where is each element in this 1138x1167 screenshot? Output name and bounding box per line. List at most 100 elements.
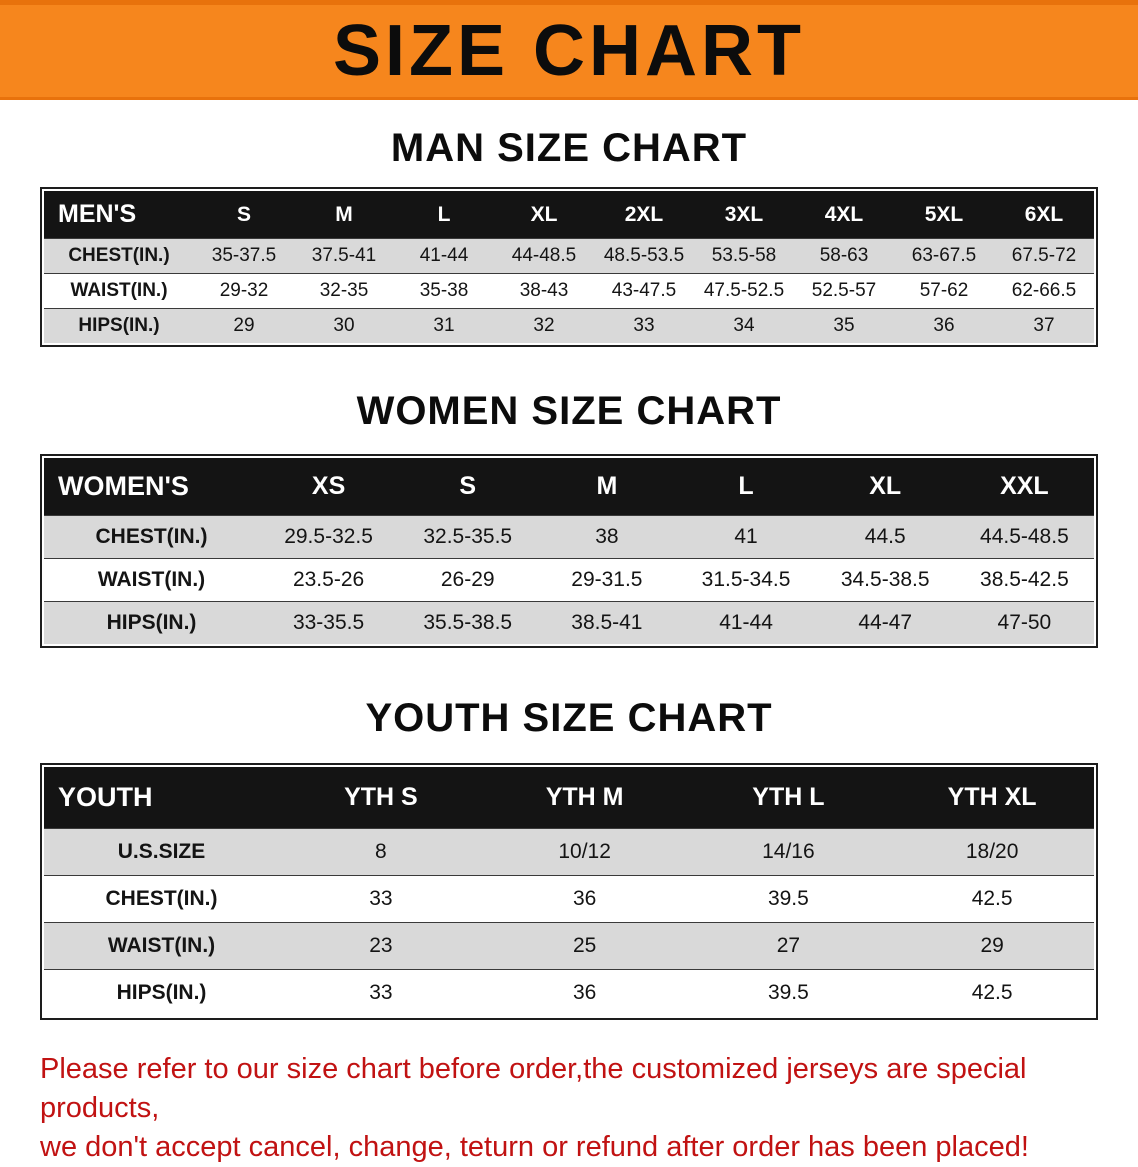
women-size-table-frame: WOMEN'S XS S M L XL XXL CHEST(IN.) 29.5-32.5 32.5… bbox=[40, 454, 1098, 648]
youth-size-table-frame: YOUTH YTH S YTH M YTH L YTH XL U.S.SIZE 8 10/12… bbox=[40, 763, 1098, 1020]
measurement-value-cell: 31.5-34.5 bbox=[701, 568, 791, 591]
measurement-value-cell: 48.5-53.5 bbox=[603, 245, 685, 266]
measurement-value-cell: 35-38 bbox=[419, 280, 469, 301]
measurement-label-cell: HIPS(IN.) bbox=[116, 981, 207, 1004]
measurement-value-cell: 41 bbox=[734, 525, 758, 548]
women-chart-heading: WOMEN SIZE CHART bbox=[356, 389, 782, 433]
measurement-value-cell: 33 bbox=[369, 887, 393, 910]
size-header-cell: YTH M bbox=[482, 767, 687, 829]
measurement-value-cell: 23.5-26 bbox=[292, 568, 365, 591]
size-header-cell: XL bbox=[494, 191, 594, 239]
measurement-label-cell: WAIST(IN.) bbox=[97, 568, 206, 591]
measurement-value-cell: 38.5-41 bbox=[571, 611, 643, 634]
measurement-label-cell: HIPS(IN.) bbox=[78, 315, 160, 336]
size-header-cell: M bbox=[294, 191, 394, 239]
measurement-label-cell: CHEST(IN.) bbox=[68, 245, 170, 266]
measurement-value-cell: 33 bbox=[633, 315, 655, 336]
measurement-value-cell: 30 bbox=[333, 315, 355, 336]
measurement-label-cell: CHEST(IN.) bbox=[95, 525, 208, 548]
disclaimer-line-1: Please refer to our size chart before or… bbox=[40, 1053, 1027, 1125]
measurement-value-cell: 25 bbox=[572, 934, 597, 957]
table-header-row: MEN'S S M L XL 2XL 3XL 4XL 5XL 6XL bbox=[44, 191, 1094, 239]
measurement-value-cell: 36 bbox=[572, 981, 597, 1004]
measurement-value-cell: 42.5 bbox=[971, 981, 1013, 1004]
size-header-cell: XS bbox=[259, 458, 399, 516]
measurement-value-cell: 67.5-72 bbox=[1011, 245, 1077, 266]
measurement-value-cell: 47.5-52.5 bbox=[703, 280, 785, 301]
measurement-value-cell: 62-66.5 bbox=[1011, 280, 1077, 301]
size-header-cell: M bbox=[537, 458, 677, 516]
measurement-value-cell: 44.5-48.5 bbox=[980, 525, 1069, 548]
measurement-value-cell: 33 bbox=[369, 981, 393, 1004]
measurement-value-cell: 33-35.5 bbox=[292, 611, 365, 634]
table-row: WAIST(IN.) 29-32 32-35 35-38 38-43 43-47.5 47.… bbox=[44, 273, 1094, 309]
measurement-value-cell: 26-29 bbox=[440, 568, 495, 591]
measurement-value-cell: 47-50 bbox=[997, 611, 1052, 634]
women-size-table: WOMEN'S XS S M L XL XXL CHEST(IN.) 29.5-32.5 32.5… bbox=[44, 458, 1094, 644]
measurement-value-cell: 31 bbox=[433, 315, 455, 336]
measurement-label-cell: U.S.SIZE bbox=[117, 840, 206, 863]
youth-size-table: YOUTH YTH S YTH M YTH L YTH XL U.S.SIZE 8 10/12… bbox=[44, 767, 1094, 1016]
measurement-value-cell: 8 bbox=[375, 840, 387, 863]
table-row: HIPS(IN.) 33 36 39.5 42.5 bbox=[44, 969, 1094, 1017]
disclaimer-text: Please refer to our size chart before or… bbox=[40, 1050, 1098, 1167]
table-header-row: WOMEN'S XS S M L XL XXL bbox=[44, 458, 1094, 516]
size-header-cell: YTH L bbox=[686, 767, 891, 829]
measurement-value-cell: 27 bbox=[776, 934, 801, 957]
men-size-table: MEN'S S M L XL 2XL 3XL 4XL 5XL 6XL CHEST(IN.) 35-37… bbox=[44, 191, 1094, 343]
measurement-value-cell: 23 bbox=[369, 934, 393, 957]
size-header-cell: S bbox=[398, 458, 538, 516]
measurement-value-cell: 53.5-58 bbox=[711, 245, 777, 266]
measurement-value-cell: 63-67.5 bbox=[911, 245, 977, 266]
table-row: HIPS(IN.) 29 30 31 32 33 34 35 36 37 bbox=[44, 308, 1094, 343]
table-row: CHEST(IN.) 33 36 39.5 42.5 bbox=[44, 875, 1094, 923]
size-header-cell: YTH S bbox=[279, 767, 483, 829]
size-header-cell: YTH XL bbox=[890, 767, 1094, 829]
table-title-cell: YOUTH bbox=[44, 767, 279, 829]
measurement-value-cell: 32-35 bbox=[319, 280, 369, 301]
page-title: SIZE CHART bbox=[333, 11, 805, 91]
banner: SIZE CHART bbox=[0, 0, 1138, 100]
measurement-value-cell: 29-31.5 bbox=[571, 568, 643, 591]
measurement-value-cell: 14/16 bbox=[762, 840, 815, 863]
table-row: U.S.SIZE 8 10/12 14/16 18/20 bbox=[44, 828, 1094, 876]
disclaimer-line-2: we don't accept cancel, change, teturn o… bbox=[40, 1131, 1029, 1164]
men-size-chart-section: MAN SIZE CHART MEN'S S M L XL 2XL 3XL 4XL 5XL 6XL… bbox=[0, 126, 1138, 347]
measurement-value-cell: 44.5 bbox=[864, 525, 906, 548]
measurement-value-cell: 37.5-41 bbox=[311, 245, 377, 266]
measurement-label-cell: HIPS(IN.) bbox=[106, 611, 197, 634]
size-header-cell: 4XL bbox=[794, 191, 894, 239]
men-chart-heading: MAN SIZE CHART bbox=[390, 126, 748, 170]
measurement-value-cell: 38 bbox=[595, 525, 619, 548]
size-header-cell: 2XL bbox=[594, 191, 694, 239]
measurement-value-cell: 29.5-32.5 bbox=[284, 525, 373, 548]
size-header-cell: 3XL bbox=[694, 191, 794, 239]
size-header-cell: 6XL bbox=[994, 191, 1094, 239]
table-row: WAIST(IN.) 23 25 27 29 bbox=[44, 922, 1094, 970]
measurement-label-cell: CHEST(IN.) bbox=[105, 887, 218, 910]
table-row: CHEST(IN.) 35-37.5 37.5-41 41-44 44-48.5 48.5… bbox=[44, 238, 1094, 274]
measurement-value-cell: 41-44 bbox=[419, 245, 469, 266]
youth-size-chart-section: YOUTH SIZE CHART YOUTH YTH S YTH M YTH L YTH… bbox=[0, 696, 1138, 1020]
measurement-value-cell: 37 bbox=[1033, 315, 1055, 336]
measurement-value-cell: 29 bbox=[980, 934, 1004, 957]
measurement-value-cell: 34.5-38.5 bbox=[840, 568, 930, 591]
measurement-value-cell: 38.5-42.5 bbox=[980, 568, 1069, 591]
size-header-cell: XL bbox=[815, 458, 955, 516]
measurement-value-cell: 43-47.5 bbox=[611, 280, 677, 301]
measurement-value-cell: 32 bbox=[533, 315, 555, 336]
measurement-value-cell: 35.5-38.5 bbox=[423, 611, 513, 634]
table-row: WAIST(IN.) 23.5-26 26-29 29-31.5 31.5-34.5 34… bbox=[44, 558, 1094, 602]
youth-chart-heading: YOUTH SIZE CHART bbox=[365, 696, 773, 740]
size-header-cell: L bbox=[676, 458, 816, 516]
table-title-cell: WOMEN'S bbox=[44, 458, 259, 516]
size-header-cell: S bbox=[194, 191, 294, 239]
measurement-value-cell: 35 bbox=[833, 315, 855, 336]
measurement-value-cell: 39.5 bbox=[767, 887, 809, 910]
size-header-cell: L bbox=[394, 191, 494, 239]
measurement-value-cell: 57-62 bbox=[919, 280, 969, 301]
measurement-value-cell: 35-37.5 bbox=[211, 245, 277, 266]
size-header-cell: XXL bbox=[954, 458, 1094, 516]
measurement-value-cell: 10/12 bbox=[558, 840, 611, 863]
